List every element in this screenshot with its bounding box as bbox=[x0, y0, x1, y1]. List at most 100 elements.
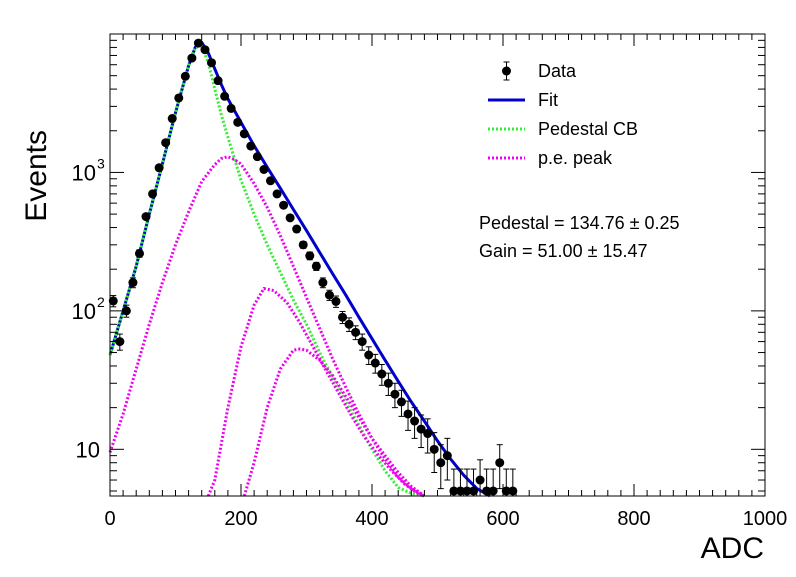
data-marker bbox=[508, 486, 518, 496]
data-points-layer bbox=[108, 38, 518, 496]
data-point bbox=[246, 141, 256, 151]
data-marker bbox=[364, 350, 374, 360]
data-marker bbox=[292, 224, 302, 234]
data-marker bbox=[279, 200, 289, 210]
data-point bbox=[259, 165, 269, 175]
data-point bbox=[305, 251, 315, 261]
data-marker bbox=[108, 296, 118, 306]
data-point bbox=[403, 400, 413, 431]
data-point bbox=[462, 468, 472, 496]
data-marker bbox=[298, 240, 308, 250]
pedestal-annotation: Pedestal = 134.76 ± 0.25 bbox=[479, 213, 680, 233]
data-point bbox=[475, 459, 485, 496]
data-marker bbox=[233, 117, 243, 127]
data-marker bbox=[252, 152, 262, 162]
y-tick-exponent: 2 bbox=[97, 294, 105, 310]
data-marker bbox=[351, 327, 361, 337]
data-marker bbox=[246, 141, 256, 151]
x-tick-label: 800 bbox=[617, 508, 650, 530]
data-marker bbox=[305, 251, 315, 261]
y-tick-label: 10 bbox=[72, 299, 96, 324]
data-marker bbox=[501, 486, 511, 496]
data-point bbox=[148, 189, 158, 199]
x-tick-label: 1000 bbox=[743, 508, 788, 530]
data-marker bbox=[416, 424, 426, 434]
data-marker bbox=[403, 409, 413, 419]
data-point bbox=[396, 389, 406, 417]
data-marker bbox=[161, 138, 171, 148]
data-point bbox=[292, 224, 302, 234]
data-point bbox=[331, 295, 341, 308]
plot-background bbox=[110, 34, 765, 496]
data-point bbox=[429, 432, 439, 474]
data-point bbox=[272, 189, 282, 199]
data-point bbox=[207, 58, 217, 68]
data-marker bbox=[154, 163, 164, 173]
data-marker bbox=[220, 91, 230, 101]
data-point bbox=[187, 53, 197, 63]
data-marker bbox=[174, 93, 184, 103]
legend-item: Data bbox=[502, 61, 577, 81]
x-tick-label: 600 bbox=[486, 508, 519, 530]
data-point bbox=[318, 277, 328, 289]
data-point bbox=[488, 468, 498, 496]
data-marker bbox=[482, 486, 492, 496]
x-tick-label: 400 bbox=[355, 508, 388, 530]
data-point bbox=[154, 163, 164, 173]
data-point bbox=[108, 295, 118, 308]
data-point bbox=[128, 277, 138, 289]
data-marker bbox=[338, 312, 348, 322]
data-marker bbox=[200, 45, 210, 55]
data-point bbox=[455, 468, 465, 496]
data-point bbox=[285, 213, 295, 223]
data-marker bbox=[213, 76, 223, 86]
data-marker bbox=[128, 278, 138, 288]
data-point bbox=[442, 437, 452, 481]
data-marker bbox=[370, 358, 380, 368]
data-marker bbox=[148, 189, 158, 199]
y-tick-label: 10 bbox=[72, 160, 96, 185]
data-marker bbox=[410, 416, 420, 426]
data-marker bbox=[180, 71, 190, 81]
data-marker bbox=[141, 212, 151, 222]
data-point bbox=[174, 93, 184, 103]
data-point bbox=[226, 103, 236, 113]
data-marker bbox=[436, 458, 446, 468]
data-point bbox=[180, 71, 190, 81]
data-point bbox=[265, 176, 275, 186]
data-marker bbox=[239, 129, 249, 139]
data-point bbox=[357, 333, 367, 351]
data-point bbox=[200, 45, 210, 55]
data-marker bbox=[193, 38, 203, 48]
data-marker bbox=[207, 58, 217, 68]
data-point bbox=[298, 240, 308, 250]
data-point bbox=[279, 200, 289, 210]
data-marker bbox=[462, 486, 472, 496]
p-e-peak-curve bbox=[206, 287, 425, 498]
legend-item: Pedestal CB bbox=[488, 119, 638, 139]
data-marker bbox=[167, 114, 177, 124]
data-point bbox=[193, 38, 203, 48]
data-point bbox=[115, 333, 125, 351]
gain-annotation: Gain = 51.00 ± 15.47 bbox=[479, 241, 648, 261]
pedestal-cb-curve bbox=[108, 44, 425, 498]
data-point bbox=[364, 346, 374, 365]
x-axis-label: ADC bbox=[701, 532, 764, 565]
data-point bbox=[344, 317, 354, 332]
data-point bbox=[416, 414, 426, 449]
data-marker bbox=[121, 306, 131, 316]
legend-item: p.e. peak bbox=[488, 148, 613, 168]
data-marker bbox=[495, 458, 505, 468]
data-marker bbox=[272, 189, 282, 199]
data-marker bbox=[344, 319, 354, 329]
data-point bbox=[324, 289, 334, 301]
y-tick-label: 10 bbox=[76, 437, 100, 462]
data-marker bbox=[488, 486, 498, 496]
data-point bbox=[436, 444, 446, 490]
y-axis-label: Events bbox=[20, 130, 53, 222]
data-point bbox=[482, 468, 492, 496]
data-point bbox=[508, 468, 518, 496]
data-point bbox=[161, 138, 171, 148]
